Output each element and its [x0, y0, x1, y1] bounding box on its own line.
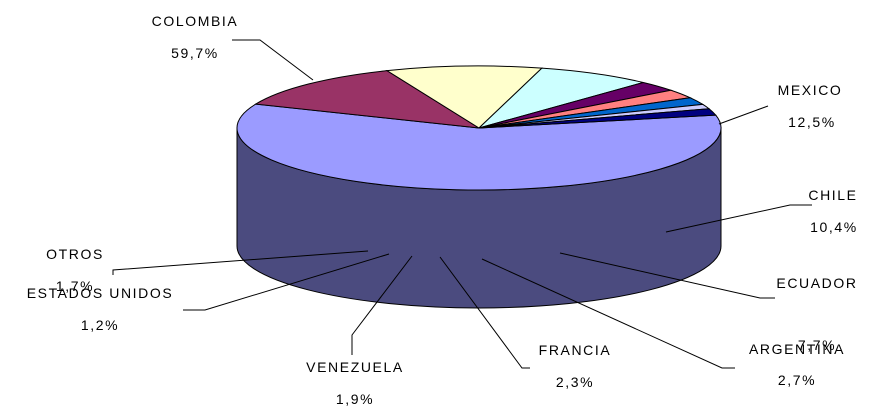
slice-label: ECUADOR	[776, 275, 857, 291]
leader-line	[232, 39, 314, 81]
slice-mexico	[254, 70, 480, 129]
slice-value-label: 2,3%	[556, 374, 594, 390]
slice-labels: COLOMBIA 59,7% MEXICO 12,5% CHILE 10,4% ECUADO…	[27, 13, 858, 407]
slice-value-label: 1,9%	[336, 391, 374, 407]
leader-line	[718, 105, 769, 125]
slice-value-label: 7,7%	[798, 337, 836, 353]
slice-label: MEXICO	[778, 82, 843, 98]
slice-value-label: 2,7%	[778, 372, 816, 388]
slice-label: ARGENTINA	[749, 341, 845, 357]
leader-line	[665, 204, 812, 233]
leader-line	[481, 258, 735, 369]
leader-line	[439, 256, 530, 369]
leader-line	[112, 250, 369, 275]
slice-ecuador	[478, 67, 644, 129]
pie-tops	[236, 65, 722, 191]
slice-value-label: 10,4%	[810, 219, 858, 235]
slice-otros	[478, 108, 717, 129]
leader-line	[183, 253, 390, 311]
leader-line	[351, 255, 413, 355]
leader-line	[559, 252, 775, 299]
slice-value-label: 1,7%	[56, 278, 94, 294]
slice-label: COLOMBIA	[152, 13, 239, 29]
slice-label: OTROS	[46, 246, 104, 262]
slice-label: ESTADOS UNIDOS	[27, 285, 174, 301]
slice-label: VENEZUELA	[306, 359, 404, 375]
slice-colombia	[236, 103, 722, 191]
slice-label: FRANCIA	[539, 342, 612, 358]
slice-chile	[385, 65, 544, 129]
leader-lines	[112, 39, 812, 369]
slice-label: CHILE	[808, 187, 857, 203]
slice-value-label: 1,2%	[81, 317, 119, 333]
slice-value-label: 59,7%	[171, 45, 219, 61]
slice-value-label: 12,5%	[788, 114, 836, 130]
